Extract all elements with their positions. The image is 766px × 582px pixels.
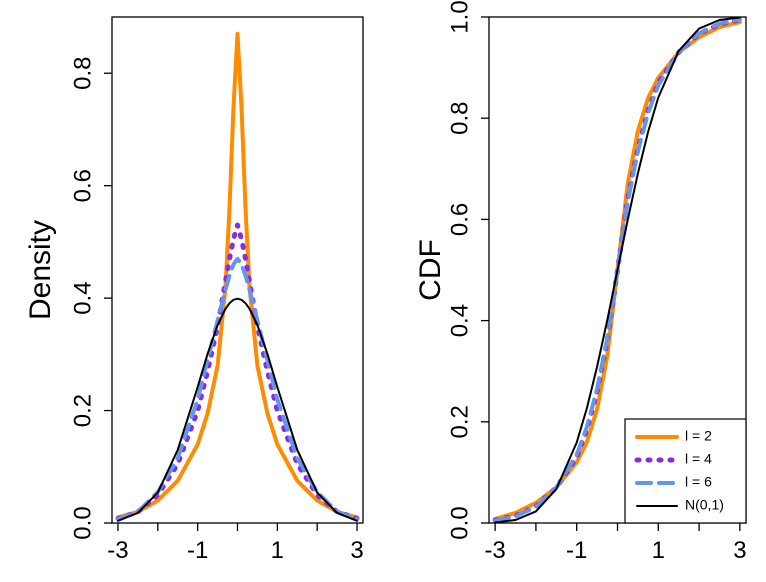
- x-tick-label: -1: [187, 537, 208, 564]
- y-tick-label: 1.0: [446, 0, 473, 33]
- density-panel: -3 -1 1 3 0.0 0.2 0.4 0.6 0.8 Density: [24, 16, 364, 564]
- y-tick-label: 0.2: [446, 405, 473, 438]
- series-line-3: [116, 256, 359, 522]
- y-tick-label: 0.0: [446, 506, 473, 539]
- x-tick-label: 1: [652, 537, 665, 564]
- series-line-4: [494, 16, 741, 524]
- legend-label: N(0,1): [685, 497, 724, 513]
- series-line-4: [117, 297, 358, 522]
- y-tick-label: 0.6: [446, 203, 473, 236]
- legend: l = 2 l = 4 l = 6 N(0,1): [624, 418, 747, 524]
- series-line-2: [115, 222, 360, 521]
- legend-label: l = 2: [685, 428, 712, 444]
- y-tick-label: 0.0: [69, 506, 96, 539]
- y-tick-label: 0.8: [446, 102, 473, 135]
- x-tick-label: 3: [733, 537, 746, 564]
- x-tick-label: -3: [484, 537, 505, 564]
- series-line-1: [116, 31, 359, 520]
- y-axis-title: Density: [24, 220, 57, 320]
- y-tick-label: 0.8: [69, 57, 96, 90]
- x-tick-label: -3: [107, 537, 128, 564]
- x-tick-label: 1: [271, 537, 284, 564]
- x-tick-label: 3: [350, 537, 363, 564]
- y-axis-title: CDF: [414, 239, 447, 301]
- plot-frame: [111, 16, 364, 524]
- y-tick-label: 0.6: [69, 169, 96, 202]
- legend-label: l = 6: [685, 474, 712, 490]
- y-tick-label: 0.2: [69, 394, 96, 427]
- x-tick-label: -1: [566, 537, 587, 564]
- y-tick-label: 0.4: [69, 281, 96, 314]
- y-tick-label: 0.4: [446, 304, 473, 337]
- legend-label: l = 4: [685, 451, 712, 467]
